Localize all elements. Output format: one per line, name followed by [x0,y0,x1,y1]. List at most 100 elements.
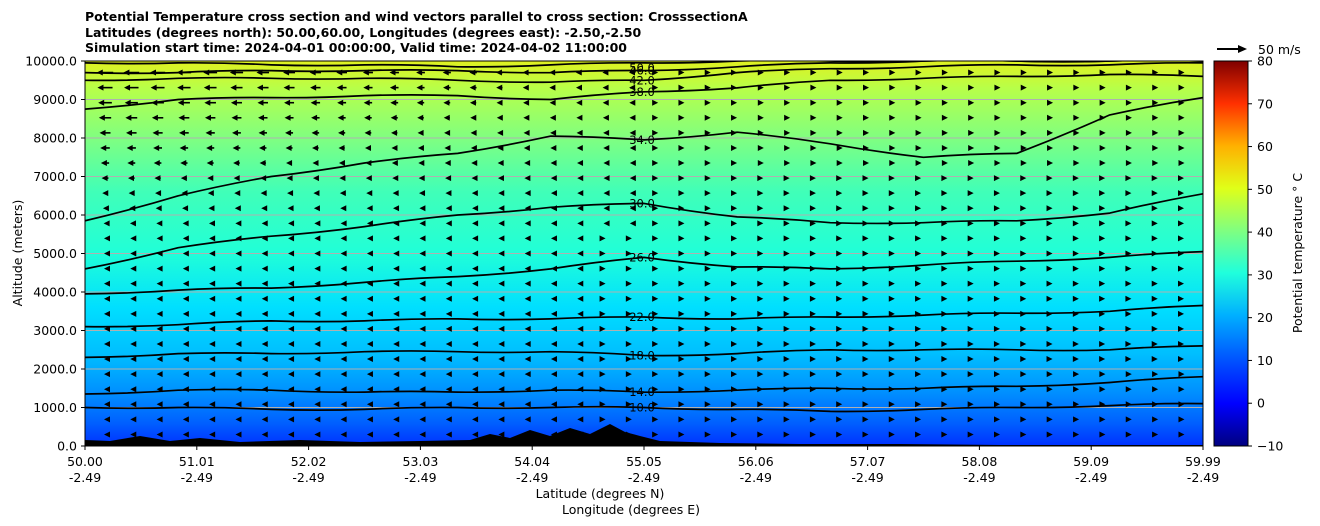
wind-arrowhead [967,250,974,257]
wind-arrowhead [340,356,347,363]
wind-arrowhead [472,386,479,393]
wind-arrowhead [1072,205,1079,212]
wind-arrowhead [209,310,216,317]
wind-arrowhead [1020,144,1027,151]
wind-arrowhead [836,114,843,121]
wind-arrowhead [128,175,135,182]
wind-arrowhead [472,340,479,347]
wind-arrowhead [1072,175,1079,182]
wind-arrowhead [419,295,426,302]
wind-arrowhead [181,190,188,197]
wind-arrowhead [967,310,974,317]
wind-arrowhead [261,280,268,287]
wind-arrowhead [757,99,764,106]
wind-arrowhead [314,356,321,363]
wind-arrowhead [366,280,373,287]
wind-arrowhead [1072,190,1079,197]
wind-arrowhead [757,386,764,393]
wind-arrowhead [498,205,505,212]
wind-arrowhead [314,325,321,332]
wind-arrowhead [313,190,320,197]
wind-arrowhead [310,84,317,91]
wind-arrowhead [1073,416,1080,423]
wind-arrowhead [915,160,922,167]
wind-arrowhead [1020,401,1027,408]
wind-arrowhead [419,371,426,378]
wind-arrowhead [229,69,236,76]
wind-arrowhead [1046,340,1053,347]
wind-arrowhead [444,129,451,136]
wind-arrowhead [524,371,531,378]
wind-arrowhead [233,175,240,182]
wind-arrowhead [445,431,452,438]
wind-arrowhead [1178,84,1185,91]
wind-arrowhead [652,431,659,438]
wind-arrowhead [862,416,869,423]
wind-arrowhead [130,280,137,287]
wind-arrowhead [704,371,711,378]
wind-arrowhead [364,114,371,121]
wind-arrowhead [522,84,529,91]
wind-arrowhead [836,325,843,332]
wind-arrowhead [365,160,372,167]
wind-arrowhead [862,144,869,151]
wind-arrowhead [393,340,400,347]
wind-arrowhead [836,356,843,363]
wind-arrowhead [704,295,711,302]
wind-arrowhead [1073,371,1080,378]
wind-arrowhead [419,220,426,227]
quiver-key: 50 m/s [1217,42,1301,57]
wind-arrowhead [130,325,137,332]
wind-arrowhead [1072,340,1079,347]
wind-arrowhead [678,250,685,257]
wind-arrowhead [652,340,659,347]
wind-arrowhead [209,416,216,423]
wind-arrowhead [366,235,373,242]
wind-arrowhead [419,401,426,408]
wind-arrowhead [731,99,738,106]
contour-line [85,61,1203,75]
wind-arrowhead [889,84,896,91]
wind-arrowhead [127,160,134,167]
wind-arrowhead [967,190,974,197]
wind-arrowhead [1178,129,1185,136]
wind-arrowhead [156,401,163,408]
wind-arrowhead [810,84,817,91]
wind-arrowhead [340,431,347,438]
wind-arrowhead [577,190,584,197]
wind-arrowhead [888,235,895,242]
wind-arrowhead [1072,356,1079,363]
wind-arrowhead [130,416,137,423]
wind-arrowhead [524,295,531,302]
wind-arrowhead [156,220,163,227]
wind-arrowhead [862,356,869,363]
wind-arrowhead [340,250,347,257]
wind-arrowhead [1178,265,1184,272]
wind-arrowhead [314,220,321,227]
y-tick-label: 0.0 [57,439,77,454]
wind-arrowhead [1046,295,1053,302]
x-tick-lon: -2.49 [963,470,995,485]
wind-arrowhead [1125,84,1132,91]
contour-label: 26.0 [629,250,655,264]
wind-arrowhead [652,371,659,378]
wind-arrowhead [392,175,399,182]
wind-arrowhead [757,431,764,438]
wind-arrowhead [577,220,584,227]
wind-arrowhead [941,129,948,136]
wind-arrowhead [284,99,291,106]
wind-arrowhead [941,205,948,212]
wind-arrowhead [862,295,869,302]
wind-arrowhead [130,295,137,302]
wind-arrowhead [809,371,816,378]
wind-arrowhead [968,129,975,136]
wind-arrowhead [809,356,816,363]
wind-arrowhead [416,69,423,76]
wind-arrowhead [809,190,816,197]
wind-arrowhead [257,99,264,106]
wind-arrowhead [784,160,791,167]
wind-arrowhead [179,144,186,151]
y-tick-label: 1000.0 [33,400,77,415]
wind-arrowhead [524,250,531,257]
wind-arrowhead [1046,416,1053,423]
